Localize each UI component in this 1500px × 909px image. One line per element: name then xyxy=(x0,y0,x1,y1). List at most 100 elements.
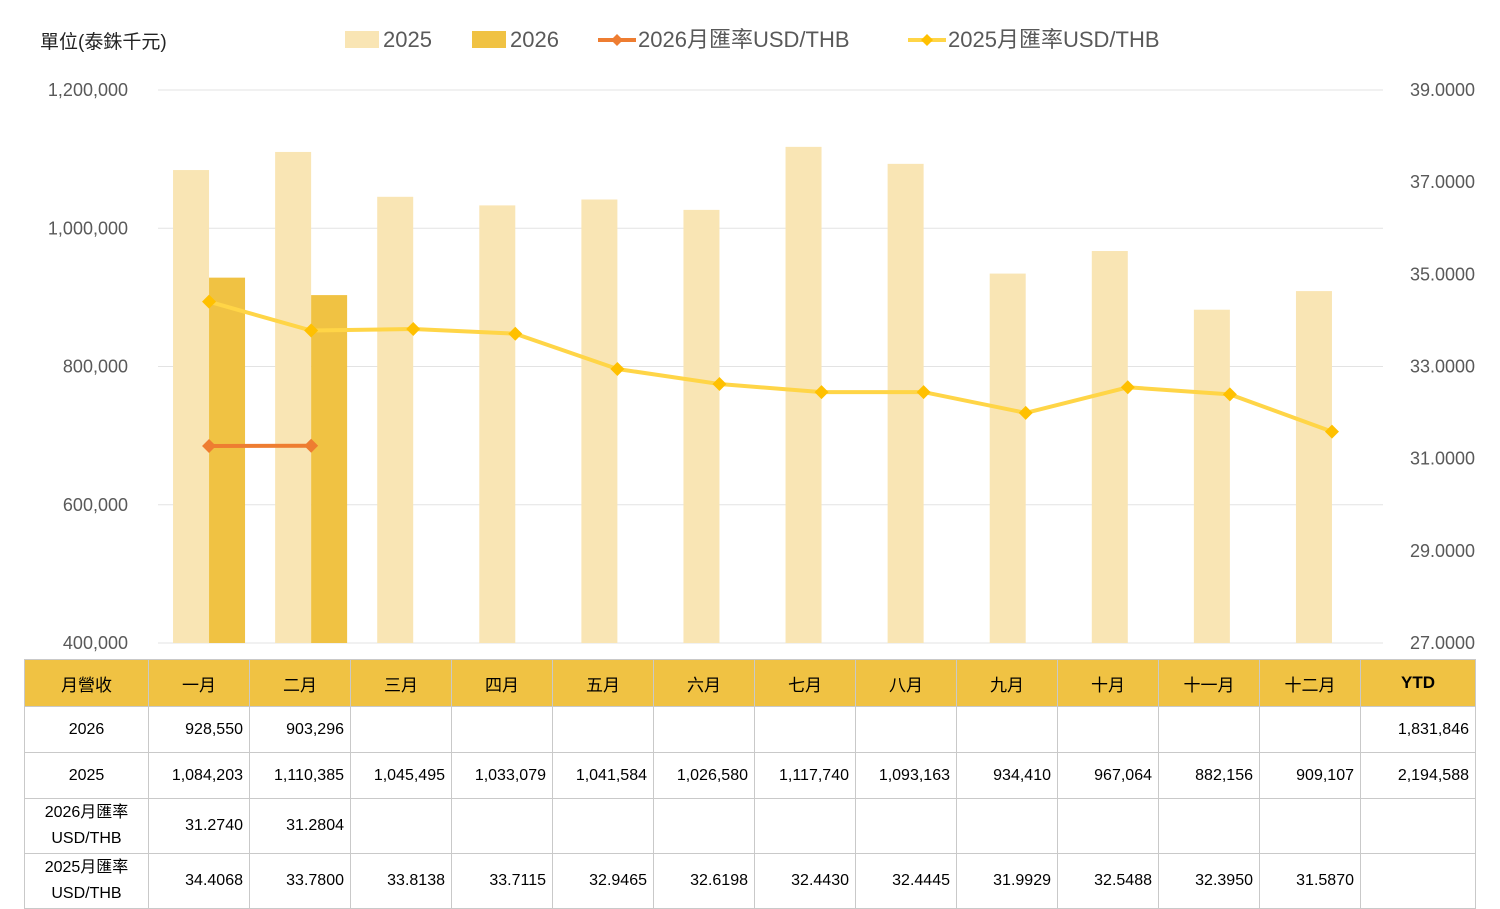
bar-2025-四月 xyxy=(479,205,516,643)
bar-2025-五月 xyxy=(581,199,618,643)
table-header-row: 月營收 一月 二月 三月 四月 五月 六月 七月 八月 九月 十月 十一月 十二月 YTD xyxy=(24,659,1476,707)
table-cell: 31.9929 xyxy=(956,853,1058,909)
column-header: 九月 xyxy=(956,659,1058,707)
table-cell xyxy=(1057,706,1159,753)
table-cell: 33.8138 xyxy=(350,853,452,909)
table-cell xyxy=(1360,798,1476,854)
table-cell xyxy=(552,798,654,854)
bar-2025-二月 xyxy=(275,151,312,644)
left-tick-label: 600,000 xyxy=(63,495,128,515)
table-cell: 934,410 xyxy=(956,752,1058,799)
bar-2025-九月 xyxy=(989,273,1026,643)
table-cell xyxy=(451,706,553,753)
bar-2025-三月 xyxy=(377,196,414,643)
column-header: 十一月 xyxy=(1158,659,1260,707)
column-header: 三月 xyxy=(350,659,452,707)
table-cell: 32.3950 xyxy=(1158,853,1260,909)
table-cell: 33.7800 xyxy=(249,853,351,909)
point-2025月匯率USD/THB xyxy=(712,377,727,392)
unit-label: 單位(泰銖千元) xyxy=(40,31,167,53)
table-cell xyxy=(956,706,1058,753)
table-cell: 967,064 xyxy=(1057,752,1159,799)
point-2025月匯率USD/THB xyxy=(1018,405,1033,420)
bar-2025-一月 xyxy=(173,170,210,643)
row-label: 2026月匯率 USD/THB xyxy=(24,798,149,854)
column-header: 六月 xyxy=(653,659,755,707)
data-table: 月營收 一月 二月 三月 四月 五月 六月 七月 八月 九月 十月 十一月 十二月 YTD 2026 928… xyxy=(24,659,1476,909)
line-series xyxy=(202,294,1339,454)
point-2025月匯率USD/THB xyxy=(1222,387,1237,402)
point-2025月匯率USD/THB xyxy=(1120,380,1135,395)
legend-label: 2025 xyxy=(383,27,432,52)
table-cell: 33.7115 xyxy=(451,853,553,909)
table-cell xyxy=(653,798,755,854)
left-tick-label: 1,000,000 xyxy=(48,218,128,238)
right-tick-label: 29.0000 xyxy=(1410,541,1475,561)
table-cell: 32.4430 xyxy=(754,853,856,909)
bar-2026-一月 xyxy=(209,277,246,643)
bar-2026-二月 xyxy=(311,295,348,643)
point-2025月匯率USD/THB xyxy=(202,294,217,309)
point-2025月匯率USD/THB xyxy=(304,323,319,338)
table-cell: 1,026,580 xyxy=(653,752,755,799)
row-label: 2026 xyxy=(24,706,149,753)
point-2025月匯率USD/THB xyxy=(508,326,523,341)
point-2025月匯率USD/THB xyxy=(610,361,625,376)
table-cell xyxy=(855,798,957,854)
table-cell xyxy=(1259,798,1361,854)
legend-label: 2026 xyxy=(510,27,559,52)
bar-2025-七月 xyxy=(785,146,822,643)
row-label: 2025月匯率 USD/THB xyxy=(24,853,149,909)
column-header: 十二月 xyxy=(1259,659,1361,707)
table-row: 2026 928,550 903,296 1,831,846 xyxy=(24,706,1476,753)
table-cell: 32.4445 xyxy=(855,853,957,909)
right-axis-ticks: 27.0000 29.0000 31.0000 33.0000 35.0000 37.00… xyxy=(1410,80,1475,653)
table-cell: 1,045,495 xyxy=(350,752,452,799)
table-cell: 1,033,079 xyxy=(451,752,553,799)
legend: 2025 2026 2026月匯率USD/THB 2025月匯率USD/THB xyxy=(345,27,1160,52)
table-cell xyxy=(552,706,654,753)
table-cell xyxy=(1259,706,1361,753)
column-header: 五月 xyxy=(552,659,654,707)
table-cell xyxy=(754,706,856,753)
column-header: 一月 xyxy=(148,659,250,707)
row-label: 2025 xyxy=(24,752,149,799)
column-header: 二月 xyxy=(249,659,351,707)
left-axis-ticks: 400,000 600,000 800,000 1,000,000 1,200,000 xyxy=(48,80,128,653)
point-2026月匯率USD/THB xyxy=(202,439,217,454)
table-cell: 882,156 xyxy=(1158,752,1260,799)
line-2025月匯率USD/THB xyxy=(208,299,1333,434)
bar-2025-十一月 xyxy=(1193,309,1230,643)
table-cell xyxy=(1057,798,1159,854)
table-cell: 1,041,584 xyxy=(552,752,654,799)
point-2025月匯率USD/THB xyxy=(406,321,421,336)
table-cell xyxy=(1360,853,1476,909)
table-corner-header: 月營收 xyxy=(24,659,149,707)
table-cell: 1,093,163 xyxy=(855,752,957,799)
bar-series xyxy=(173,146,1332,644)
table-cell xyxy=(956,798,1058,854)
right-tick-label: 33.0000 xyxy=(1410,357,1475,377)
table-cell: 31.5870 xyxy=(1259,853,1361,909)
column-header: 四月 xyxy=(451,659,553,707)
legend-marker xyxy=(921,34,933,46)
table-cell: 32.9465 xyxy=(552,853,654,909)
point-2026月匯率USD/THB xyxy=(304,438,319,453)
table-cell: 32.5488 xyxy=(1057,853,1159,909)
bar-2025-十二月 xyxy=(1295,291,1332,643)
column-header: 七月 xyxy=(754,659,856,707)
table-cell: 909,107 xyxy=(1259,752,1361,799)
table-cell xyxy=(1158,706,1260,753)
right-tick-label: 31.0000 xyxy=(1410,449,1475,469)
table-cell: 903,296 xyxy=(249,706,351,753)
left-tick-label: 1,200,000 xyxy=(48,80,128,100)
table-cell: 1,831,846 xyxy=(1360,706,1476,753)
right-tick-label: 37.0000 xyxy=(1410,172,1475,192)
table-cell: 1,110,385 xyxy=(249,752,351,799)
table-row: 2025月匯率 USD/THB 34.4068 33.7800 33.8138 33.71… xyxy=(24,853,1476,909)
table-cell xyxy=(350,798,452,854)
table-cell xyxy=(653,706,755,753)
legend-swatch-2026 xyxy=(472,31,506,48)
table-cell xyxy=(1158,798,1260,854)
table-row: 2025 1,084,203 1,110,385 1,045,495 1,033,079… xyxy=(24,752,1476,799)
